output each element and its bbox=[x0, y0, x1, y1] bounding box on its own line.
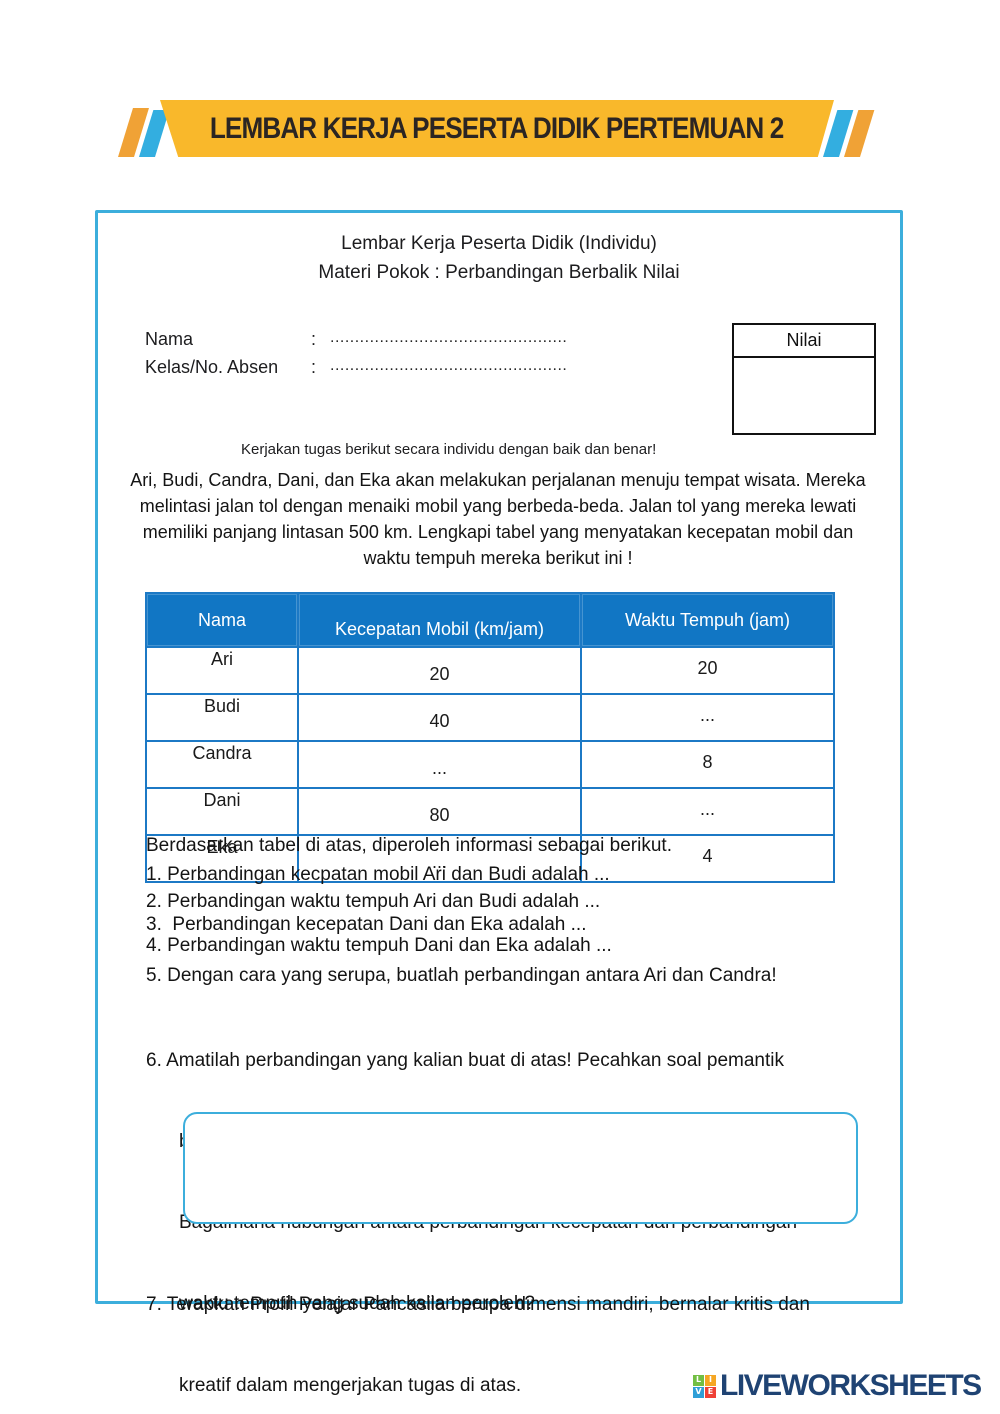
question-2: 2. Perbandingan waktu tempuh Ari dan Bud… bbox=[146, 891, 601, 912]
table-row: Ari 20 20 bbox=[145, 646, 835, 695]
question-7-line1: 7. Terapkan Profil Pelajar Pancasila ber… bbox=[146, 1294, 810, 1315]
cell-time: 8 bbox=[580, 740, 835, 789]
name-input[interactable]: ........................................… bbox=[330, 329, 568, 346]
question-6-line4: waktu tempuh yang sudah kalian peroleh? bbox=[179, 1293, 535, 1314]
cell-speed-blank[interactable]: ... bbox=[297, 834, 582, 883]
banner-title: LEMBAR KERJA PESERTA DIDIK PERTEMUAN 2 bbox=[210, 111, 784, 145]
header-banner: LEMBAR KERJA PESERTA DIDIK PERTEMUAN 2 bbox=[160, 100, 834, 157]
logo-tile-l: L bbox=[693, 1374, 704, 1386]
cell-name: Candra bbox=[145, 740, 299, 789]
cell-time-blank[interactable]: ... bbox=[580, 693, 835, 742]
problem-statement: Ari, Budi, Candra, Dani, dan Eka akan me… bbox=[130, 470, 866, 568]
logo-tile-e: E bbox=[705, 1386, 716, 1398]
cell-name: Dani bbox=[145, 787, 299, 836]
question-7: 7. Terapkan Profil Pelajar Pancasila ber… bbox=[146, 1237, 810, 1414]
worksheet-subtitle-line2: Materi Pokok : Perbandingan Berbalik Nil… bbox=[318, 262, 680, 283]
table-row: Dani 80 ... bbox=[145, 787, 835, 836]
col-header-waktu: Waktu Tempuh (jam) bbox=[580, 592, 835, 648]
table-row: Eka ... 4 bbox=[145, 834, 835, 883]
cell-name: Budi bbox=[145, 693, 299, 742]
speed-time-table: Nama Kecepatan Mobil (km/jam) Waktu Temp… bbox=[145, 592, 835, 883]
name-field-label: Nama bbox=[145, 329, 194, 349]
class-input[interactable]: ........................................… bbox=[330, 357, 568, 374]
col-header-nama: Nama bbox=[145, 592, 299, 648]
question-6-line1: 6. Amatilah perbandingan yang kalian bua… bbox=[146, 1050, 784, 1071]
question-4: 4. Perbandingan waktu tempuh Dani dan Ek… bbox=[146, 935, 612, 956]
cell-time: 4 bbox=[580, 834, 835, 883]
cell-name: Ari bbox=[145, 646, 299, 695]
cell-name: Eka bbox=[145, 834, 299, 883]
class-field-label: Kelas/No. Absen bbox=[145, 357, 279, 377]
cell-time-blank[interactable]: ... bbox=[580, 787, 835, 836]
table-header-row: Nama Kecepatan Mobil (km/jam) Waktu Temp… bbox=[145, 592, 835, 648]
question-1: 1. Perbandingan kecpatan mobil Ari dan B… bbox=[146, 864, 610, 885]
liveworksheets-wordmark: LIVEWORKSHEETS bbox=[720, 1369, 982, 1402]
cell-speed-blank[interactable]: ... bbox=[297, 740, 582, 789]
cell-speed: 20 bbox=[297, 646, 582, 695]
cell-speed: 80 bbox=[297, 787, 582, 836]
score-box: Nilai bbox=[732, 323, 876, 435]
worksheet-frame: Lembar Kerja Peserta Didik (Individu) Ma… bbox=[95, 210, 903, 1396]
question-7-line2: kreatif dalam mengerjakan tugas di atas. bbox=[179, 1375, 522, 1396]
score-box-label: Nilai bbox=[734, 325, 874, 358]
class-field-colon: : bbox=[311, 357, 317, 377]
score-box-value-area bbox=[734, 358, 874, 431]
cell-time: 20 bbox=[580, 646, 835, 695]
worksheet-title-line1: Lembar Kerja Peserta Didik (Individu) bbox=[341, 233, 657, 254]
liveworksheets-logo-icon: L I V E bbox=[693, 1374, 716, 1398]
name-field-colon: : bbox=[311, 329, 317, 349]
answer-input-box[interactable] bbox=[183, 1112, 858, 1224]
question-5: 5. Dengan cara yang serupa, buatlah perb… bbox=[146, 965, 777, 986]
work-instruction: Kerjakan tugas berikut secara individu d… bbox=[241, 441, 657, 458]
liveworksheets-footer: L I V E LIVEWORKSHEETS bbox=[693, 1369, 982, 1402]
col-header-kecepatan: Kecepatan Mobil (km/jam) bbox=[297, 592, 582, 648]
table-row: Budi 40 ... bbox=[145, 693, 835, 742]
questions-intro: Berdasarkan tabel di atas, diperoleh inf… bbox=[146, 835, 672, 856]
table-row: Candra ... 8 bbox=[145, 740, 835, 789]
question-3: 3. Perbandingan kecepatan Dani dan Eka a… bbox=[146, 914, 587, 935]
cell-speed: 40 bbox=[297, 693, 582, 742]
logo-tile-v: V bbox=[693, 1386, 704, 1398]
logo-tile-i: I bbox=[705, 1374, 716, 1386]
